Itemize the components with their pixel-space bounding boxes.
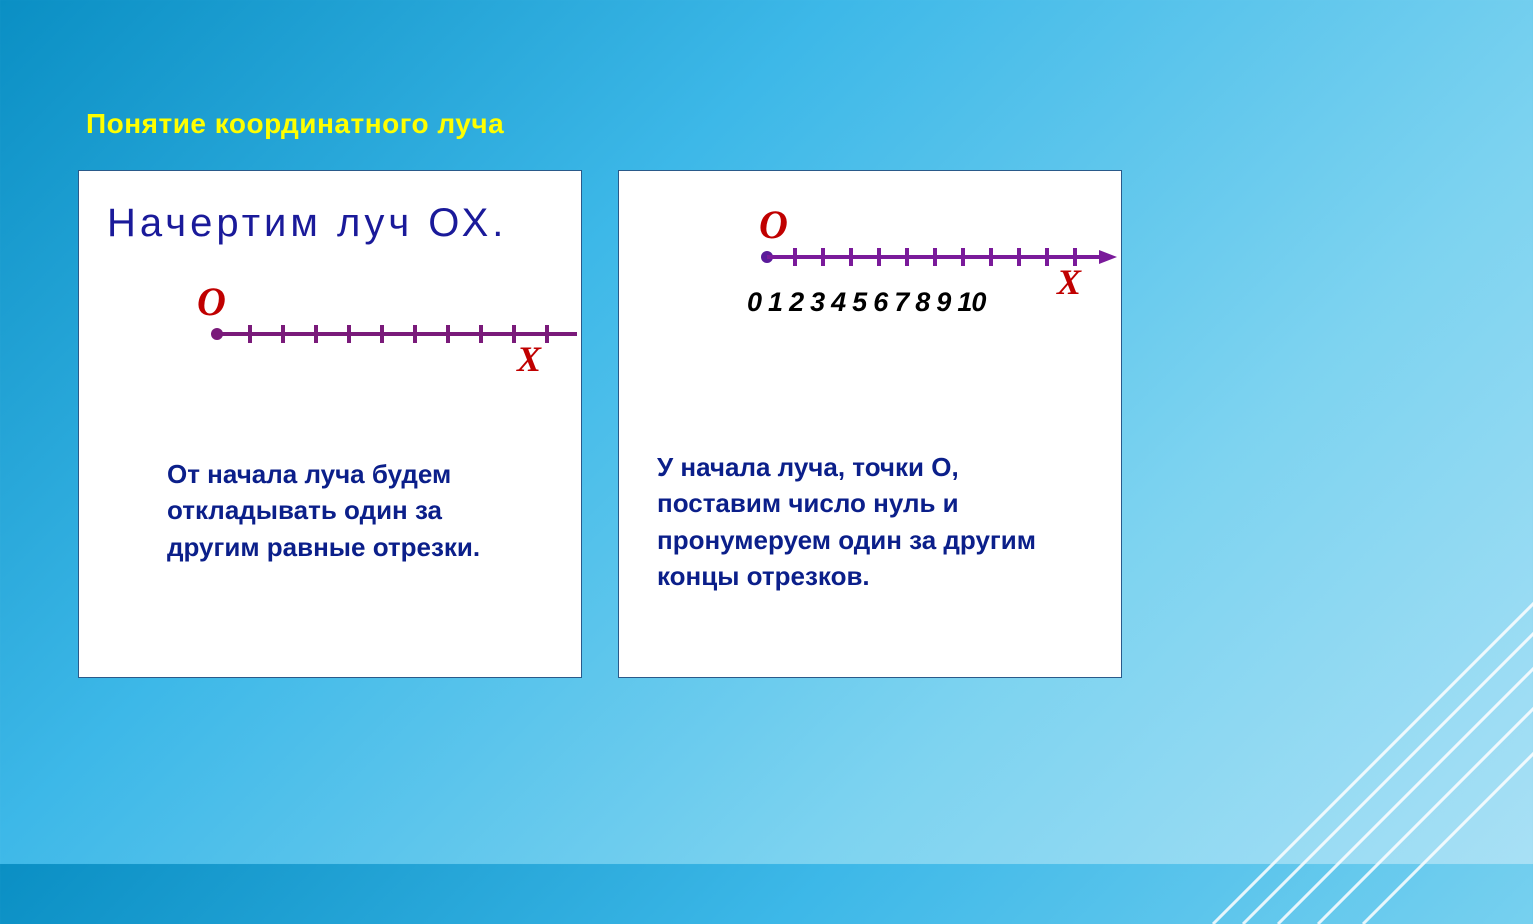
origin-label-1: О bbox=[197, 278, 226, 325]
panel-1-ray: О Х bbox=[107, 286, 553, 386]
panels-container: Начертим луч ОХ. О Х bbox=[78, 170, 1122, 678]
panel-1-title: Начертим луч ОХ. bbox=[107, 201, 553, 246]
num-5: 5 bbox=[852, 287, 866, 318]
axis-label-2: Х bbox=[1057, 261, 1081, 303]
axis-label-1: Х bbox=[517, 338, 541, 380]
number-labels: 0 1 2 3 4 5 6 7 8 9 10 bbox=[747, 287, 985, 318]
num-7: 7 bbox=[894, 287, 908, 318]
num-10: 10 bbox=[957, 287, 985, 318]
num-1: 1 bbox=[768, 287, 782, 318]
num-8: 8 bbox=[915, 287, 929, 318]
panel-2-ray: О Х bbox=[647, 209, 1093, 359]
num-9: 9 bbox=[936, 287, 950, 318]
panel-1-text: От начала луча будем откладывать один за… bbox=[107, 456, 553, 565]
panel-2-text: У начала луча, точки О, поставим число н… bbox=[647, 449, 1093, 595]
panel-2: О Х bbox=[618, 170, 1122, 678]
slide-title: Понятие координатного луча bbox=[86, 108, 504, 140]
decoration-lines bbox=[1093, 424, 1533, 924]
num-4: 4 bbox=[831, 287, 845, 318]
origin-label-2: О bbox=[759, 201, 788, 248]
num-0: 0 bbox=[747, 287, 761, 318]
num-2: 2 bbox=[789, 287, 803, 318]
num-3: 3 bbox=[810, 287, 824, 318]
num-6: 6 bbox=[873, 287, 887, 318]
panel-1: Начертим луч ОХ. О Х bbox=[78, 170, 582, 678]
